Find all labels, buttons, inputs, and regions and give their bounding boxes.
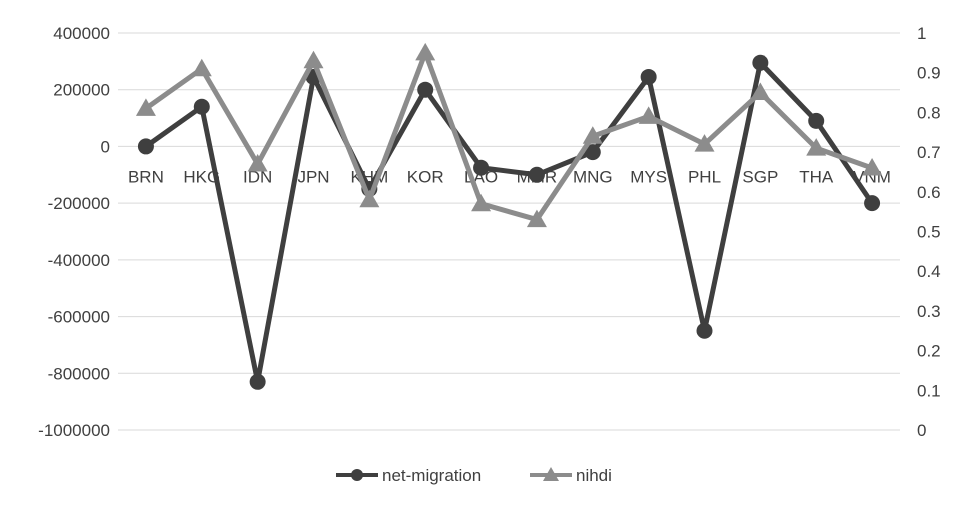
left-tick-label: -800000	[48, 364, 110, 383]
right-axis-ticks: 1 0.9 0.8 0.7 0.6 0.5 0.4 0.3 0.2 0.1 0	[917, 24, 941, 440]
right-tick-label: 0.9	[917, 64, 941, 83]
category-label: MNG	[573, 167, 613, 186]
category-label: VNM	[853, 167, 891, 186]
data-point	[528, 166, 545, 183]
legend-item-net-migration: net-migration	[336, 466, 481, 485]
series-net-migration	[137, 54, 881, 390]
data-point	[750, 82, 771, 101]
category-labels: BRNHKGIDNJPNKHMKORLAOMMRMNGMYSPHLSGPTHAV…	[128, 167, 891, 186]
data-point	[696, 322, 713, 339]
category-label: PHL	[688, 167, 721, 186]
data-point	[135, 98, 156, 116]
right-tick-label: 0.4	[917, 262, 941, 281]
data-point	[137, 138, 154, 155]
left-tick-label: -400000	[48, 251, 110, 270]
data-point	[526, 209, 547, 228]
data-point	[638, 106, 659, 124]
data-point	[808, 112, 825, 129]
right-tick-label: 0.1	[917, 381, 941, 400]
data-point	[417, 81, 434, 98]
data-point	[249, 373, 266, 390]
right-tick-label: 0	[917, 421, 926, 440]
category-label: HKG	[183, 167, 220, 186]
data-point	[415, 42, 436, 61]
left-tick-label: 400000	[53, 24, 110, 43]
data-point	[471, 193, 492, 212]
right-tick-label: 0.8	[917, 103, 941, 122]
legend-item-nihdi: nihdi	[530, 466, 612, 485]
right-tick-label: 1	[917, 24, 926, 43]
category-label: MYS	[630, 167, 667, 186]
data-point	[303, 50, 324, 69]
category-label: BRN	[128, 167, 164, 186]
data-point	[247, 154, 268, 172]
data-point	[473, 159, 490, 176]
category-label: JPN	[297, 167, 329, 186]
series-line	[144, 50, 873, 223]
data-point	[193, 98, 210, 115]
category-label: KOR	[407, 167, 444, 186]
data-point	[862, 157, 883, 176]
right-tick-label: 0.5	[917, 223, 941, 242]
category-label: THA	[799, 167, 834, 186]
right-tick-label: 0.7	[917, 143, 941, 162]
category-label: IDN	[243, 167, 272, 186]
series-nihdi	[135, 42, 883, 228]
data-point	[694, 134, 715, 152]
data-point	[191, 58, 212, 77]
series-lines	[135, 42, 883, 390]
gridlines	[118, 32, 900, 431]
right-tick-label: 0.6	[917, 183, 941, 202]
left-axis-ticks: 400000 200000 0 -200000 -400000 -600000 -80000…	[38, 24, 110, 440]
data-point	[864, 195, 881, 212]
left-tick-label: 0	[101, 137, 110, 156]
data-point	[806, 138, 827, 156]
data-point	[640, 68, 657, 85]
data-point	[359, 189, 380, 208]
right-tick-label: 0.3	[917, 302, 941, 321]
left-tick-label: 200000	[53, 81, 110, 100]
left-tick-label: -200000	[48, 194, 110, 213]
category-label: SGP	[742, 167, 778, 186]
series-line	[144, 60, 875, 385]
data-point	[582, 126, 603, 144]
left-tick-label: -600000	[48, 308, 110, 327]
data-point	[584, 144, 601, 161]
data-point	[752, 54, 769, 71]
legend-label-nihdi: nihdi	[576, 466, 612, 485]
legend: net-migration nihdi	[336, 466, 612, 485]
left-tick-label: -1000000	[38, 421, 110, 440]
legend-label-net-migration: net-migration	[382, 466, 481, 485]
right-tick-label: 0.2	[917, 342, 941, 361]
